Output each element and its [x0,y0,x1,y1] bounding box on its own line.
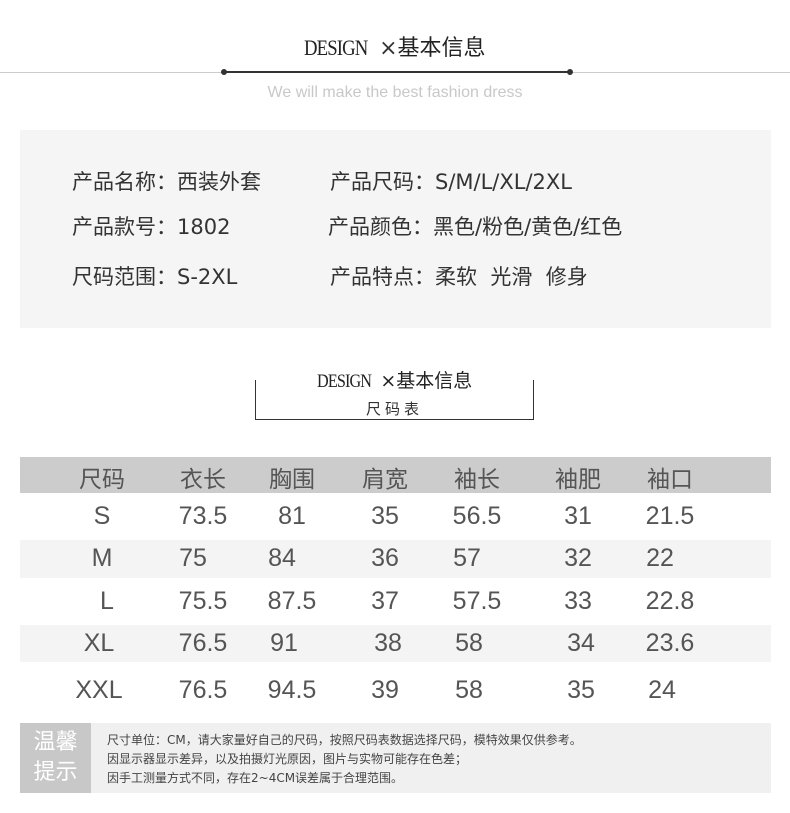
cross-icon: × [379,36,398,61]
table-cell: 37 [371,586,399,615]
cross-icon: × [380,370,397,392]
tip-line: 尺寸单位：CM，请大家量好自己的尺码，按照尺码表数据选择尺码，模特效果仅供参考。 [107,733,582,747]
tagline: We will make the best fashion dress [267,84,523,101]
info-name: 产品名称：西装外套 [72,170,261,194]
column-header: 袖肥 [555,467,601,493]
info-size-range: 尺码范围：S-2XL [72,265,238,289]
table-header-row: 尺码 衣长 胸围 肩宽 袖长 袖肥 袖口 [20,457,771,493]
table-cell: 58 [455,676,483,704]
table-row: XL 76.5 91 38 58 34 23.6 [20,625,771,662]
tip-line: 因手工测量方式不同，存在2~4CM误差属于合理范围。 [107,771,404,785]
table-cell: 35 [567,676,595,704]
table-cell: 75.5 [178,586,228,615]
table-cell: 76.5 [178,676,228,704]
size-chart-frame [255,380,534,420]
table-cell: 91 [270,628,298,657]
table-cell: S [93,501,111,530]
table-cell: 57 [453,544,481,572]
column-header: 袖长 [454,467,500,493]
table-row: M 75 84 36 57 32 22 [20,540,771,578]
info-features: 产品特点：柔软 光滑 修身 [330,265,588,289]
table-cell: 32 [564,544,592,572]
table-cell: 57.5 [452,586,502,615]
table-row: XXL 76.5 94.5 39 58 35 24 [20,662,771,720]
tip-line: 因显示器显示差异，以及拍摄灯光原因，图片与实物可能存在色差； [107,752,468,766]
table-cell: 21.5 [645,501,695,530]
table-cell: XXL [75,676,123,704]
table-cell: 73.5 [178,501,228,530]
column-header: 尺码 [79,467,125,493]
column-header: 肩宽 [362,467,408,493]
tips-label: 温馨 提示 [20,723,91,793]
table-cell: L [100,586,114,615]
tips-panel [20,723,771,793]
section-header: DESIGN ×基本信息 [0,30,790,62]
table-cell: 39 [371,676,399,704]
table-cell: 23.6 [645,628,695,657]
design-logo-text: DESIGN [316,371,372,392]
table-cell: 81 [278,501,306,530]
divider-dark [224,71,570,73]
column-header: 胸围 [269,467,315,493]
table-cell: 38 [374,628,402,657]
table-cell: 58 [455,628,483,657]
info-sizes: 产品尺码：S/M/L/XL/2XL [330,170,572,194]
table-cell: 36 [371,544,399,572]
table-row: S 73.5 81 35 56.5 31 21.5 [20,493,771,540]
section-title: 基本信息 [396,370,473,392]
size-chart-header: DESIGN ×基本信息 [255,366,534,393]
size-chart-title: 尺码表 [365,400,423,418]
info-style-no: 产品款号：1802 [72,215,231,239]
table-cell: 34 [567,628,595,657]
dot-right [567,69,573,75]
dot-left [221,69,227,75]
table-cell: 76.5 [178,628,228,657]
table-cell: 22.8 [645,586,695,615]
table-cell: 33 [564,586,592,615]
column-header: 袖口 [647,467,693,493]
info-colors: 产品颜色：黑色/粉色/黄色/红色 [328,215,623,239]
table-cell: 84 [268,544,296,572]
table-cell: 24 [648,676,676,704]
table-cell: 35 [371,501,399,530]
design-logo-text: DESIGN [304,35,368,60]
table-cell: 87.5 [267,586,317,615]
product-info-panel [20,130,771,328]
column-header: 衣长 [180,467,226,493]
table-cell: 56.5 [452,501,502,530]
table-cell: 75 [179,544,207,572]
table-row: L 75.5 87.5 37 57.5 33 22.8 [20,578,771,625]
table-cell: 31 [564,501,592,530]
section-title: 基本信息 [397,36,486,61]
table-cell: M [91,544,113,572]
table-cell: XL [83,628,115,657]
table-cell: 94.5 [267,676,317,704]
table-cell: 22 [646,544,674,572]
